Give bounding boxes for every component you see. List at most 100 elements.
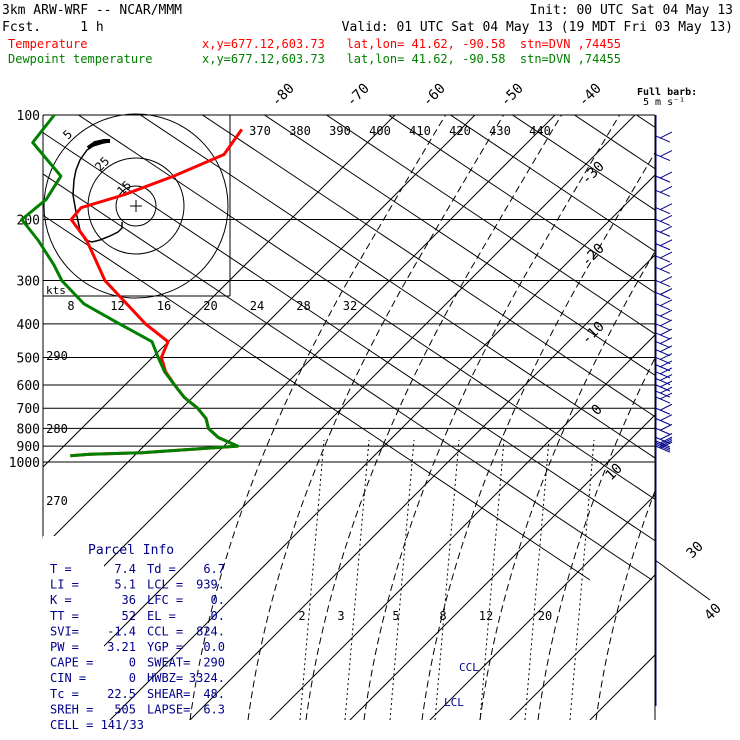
hodograph-speed-label: 16 — [157, 299, 171, 313]
isotherm-label: 30 — [684, 539, 707, 562]
wind-barb-flag — [655, 218, 671, 226]
parcel-info-row: K = 36 LFC = 0. — [50, 593, 225, 607]
wind-barb — [655, 367, 673, 379]
isotherm — [169, 115, 655, 720]
wind-barb-flag — [659, 436, 673, 444]
parcel-info-value: 5.1 — [114, 578, 136, 592]
wind-barb-flag — [659, 263, 673, 270]
wind-barb — [655, 414, 673, 426]
wind-barb-flag — [655, 207, 671, 215]
wind-barb — [655, 438, 673, 450]
wind-barb-flag — [659, 319, 673, 327]
theta-label: 400 — [369, 124, 391, 138]
parcel-info-row: SVI= -1.4 CCL = 824. — [50, 624, 225, 638]
wind-barb-flag — [659, 386, 673, 394]
wind-barb-flag — [659, 186, 673, 193]
legend-temperature: Temperature — [8, 37, 87, 51]
wind-barb-flag — [655, 154, 671, 161]
wind-barb-flag — [655, 390, 671, 398]
parcel-info-label: TT = — [50, 609, 79, 623]
wind-barb — [655, 309, 673, 321]
wind-barb-flag — [655, 313, 671, 321]
dry-adiabat — [551, 115, 655, 581]
parcel-info-row: LI = 5.1 LCL = 939. — [50, 578, 225, 592]
parcel-info-value: 0 — [129, 656, 136, 670]
parcel-info-value: 36 — [122, 593, 136, 607]
dry-adiabat — [55, 115, 655, 581]
parcel-info-value: 3324. — [189, 671, 225, 685]
wind-barb-flag — [655, 190, 671, 197]
parcel-info-row: PW = 3.21 YGP = 0.0 — [50, 640, 225, 654]
mixing-ratio-line — [299, 439, 325, 720]
dewpoint-line — [20, 114, 240, 458]
dry-adiabat — [676, 100, 740, 580]
moist-adiabat — [595, 115, 655, 720]
wind-barb-flag — [659, 403, 673, 411]
dry-adiabat — [241, 115, 655, 581]
parcel-info-label: EL = — [147, 609, 176, 623]
parcel-info-value: 0. — [211, 593, 225, 607]
wind-barb — [655, 380, 673, 392]
mixing-ratio-label: 12 — [479, 609, 493, 623]
wind-barb-flag — [659, 203, 673, 211]
hodograph-ring-label: 5 — [60, 127, 75, 142]
wind-barb — [655, 374, 673, 386]
hodograph-speed-label: 12 — [110, 299, 124, 313]
parcel-info-value: 0.0 — [203, 640, 225, 654]
parcel-info-label: LFC = — [147, 593, 183, 607]
wind-barb — [655, 186, 673, 197]
parcel-info-label: HWBZ= — [147, 671, 183, 685]
theta-label: 390 — [329, 124, 351, 138]
wind-barb-flag — [659, 433, 673, 440]
wind-barb-flag — [655, 255, 671, 263]
wind-barb-flag — [659, 299, 673, 307]
wind-barb-flag — [655, 396, 671, 404]
wind-barb-flag — [655, 407, 671, 415]
wind-barb-flag — [655, 229, 671, 237]
theta-label: 280 — [46, 422, 68, 436]
pressure-label: 900 — [17, 440, 40, 455]
pressure-label: 300 — [17, 275, 40, 290]
parcel-info-value: 3.21 — [107, 640, 136, 654]
parcel-info-row: Tc = 22.5 SHEAR= 48. — [50, 687, 225, 701]
legend-dewpoint: Dewpoint temperature — [8, 52, 153, 66]
parcel-info-label: LI = — [50, 578, 79, 592]
wind-barb-flag — [655, 292, 671, 300]
wind-barb-flag — [659, 215, 673, 222]
isotherm-label: -80 — [269, 81, 298, 110]
wind-barb-flag — [655, 280, 671, 288]
parcel-info-row: SREH = 505 LAPSE= 6.3 — [50, 702, 225, 716]
wind-barb-flag — [655, 440, 671, 448]
isotherm — [43, 115, 411, 720]
dry-adiabat — [43, 115, 655, 581]
parcel-info-label: T = — [50, 562, 72, 576]
wind-barb — [655, 392, 673, 404]
theta-label: 410 — [409, 124, 431, 138]
theta-label: 370 — [249, 124, 271, 138]
pressure-label: 400 — [17, 318, 40, 333]
pressure-label: 1000 — [9, 456, 40, 471]
wind-barb-flag — [659, 150, 673, 157]
wind-barb-flag — [659, 380, 673, 388]
wind-barb-flag — [659, 251, 673, 259]
parcel-info-row: CAPE = 0 SWEAT= 290 — [50, 656, 225, 670]
isotherm — [43, 115, 491, 720]
mixing-ratio-label: 5 — [392, 609, 399, 623]
parcel-info-row: CIN = 0 HWBZ= 3324. — [50, 671, 225, 685]
forecast-hour: Fcst. 1 h — [2, 20, 104, 35]
parcel-info-value: 0 — [129, 671, 136, 685]
wind-barb-flag — [655, 135, 671, 143]
isotherm — [329, 115, 655, 720]
wind-barb — [655, 337, 673, 349]
parcel-info-value: 52 — [122, 609, 136, 623]
mixing-ratio-label: 3 — [337, 609, 344, 623]
mixing-ratio-line — [344, 439, 370, 720]
wind-barb-flag — [655, 266, 671, 274]
theta-label: 430 — [489, 124, 511, 138]
dry-adiabat — [489, 115, 655, 581]
parcel-info-label: LAPSE= — [147, 702, 190, 716]
wind-barb-flag — [659, 392, 673, 400]
mixing-ratio-line — [524, 439, 550, 720]
wind-barb-flag — [655, 323, 671, 331]
